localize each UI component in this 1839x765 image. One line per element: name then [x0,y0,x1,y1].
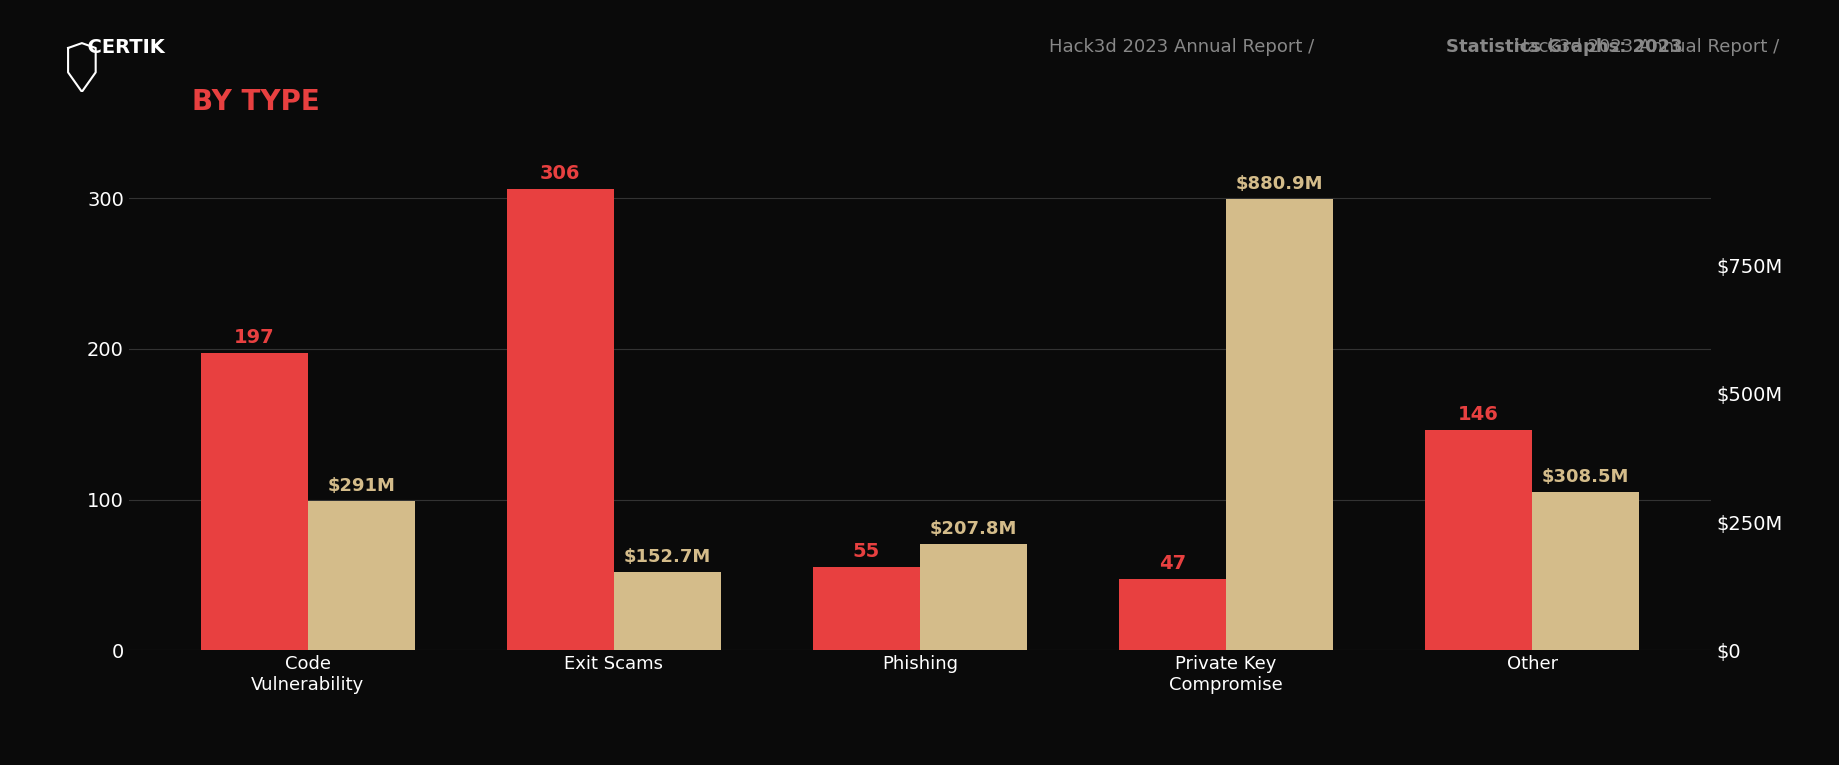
Bar [307,501,416,650]
Text: 197: 197 [234,328,274,347]
Bar [1225,199,1333,650]
Bar [200,353,307,650]
Text: CERTIK: CERTIK [74,38,164,57]
Text: 306: 306 [541,164,581,183]
Bar [1423,430,1532,650]
Text: Hack3d 2023 Annual Report /: Hack3d 2023 Annual Report / [1513,38,1784,57]
Text: $207.8M: $207.8M [929,519,1017,538]
Text: $308.5M: $308.5M [1541,468,1629,486]
Bar [1118,579,1225,650]
Bar [920,544,1026,650]
Bar [506,189,614,650]
Bar [1532,492,1639,650]
Text: 146: 146 [1456,405,1499,424]
Text: Hack3d 2023 Annual Report /: Hack3d 2023 Annual Report / [1048,38,1319,57]
Text: $880.9M: $880.9M [1236,174,1322,193]
Bar [614,572,721,650]
Bar [813,568,920,650]
Text: BY TYPE: BY TYPE [191,88,320,116]
Text: $152.7M: $152.7M [623,548,710,566]
Text: 55: 55 [851,542,879,562]
Text: $291M: $291M [327,477,395,495]
Text: 47: 47 [1159,555,1186,574]
Text: Statistics Graphs: 2023: Statistics Graphs: 2023 [1445,38,1683,57]
